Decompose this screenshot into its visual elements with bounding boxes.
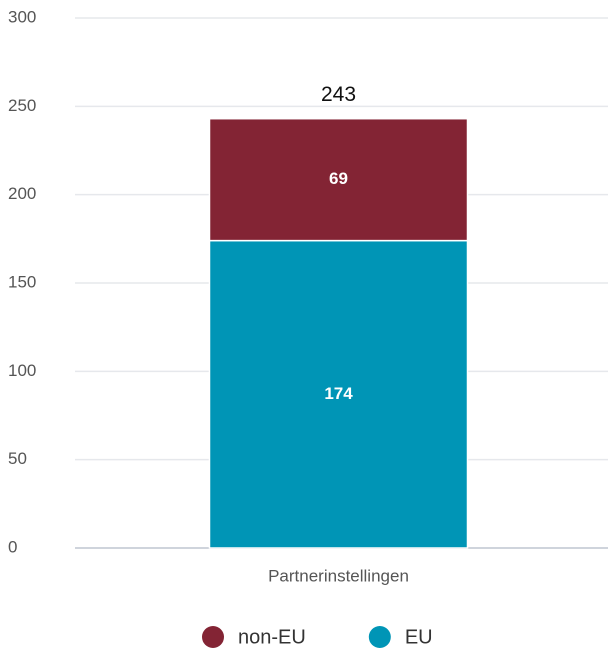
- bar-segment: [208, 117, 469, 242]
- y-tick-label: 300: [8, 7, 36, 26]
- legend-marker: [202, 626, 224, 648]
- value-label: 174: [324, 384, 353, 403]
- y-tick-label: 250: [8, 96, 36, 115]
- y-tick-label: 50: [8, 449, 27, 468]
- legend-label: EU: [405, 626, 433, 648]
- y-tick-label: 0: [8, 537, 17, 556]
- y-tick-label: 150: [8, 272, 36, 291]
- legend-marker: [368, 626, 391, 648]
- total-label: 243: [321, 83, 356, 106]
- y-tick-label: 100: [8, 361, 36, 380]
- x-tick-label: Partnerinstellingen: [268, 566, 409, 585]
- value-label: 69: [329, 169, 348, 188]
- y-tick-label: 200: [8, 184, 36, 203]
- bar-segment: [208, 239, 469, 549]
- legend-label: non-EU: [238, 626, 306, 648]
